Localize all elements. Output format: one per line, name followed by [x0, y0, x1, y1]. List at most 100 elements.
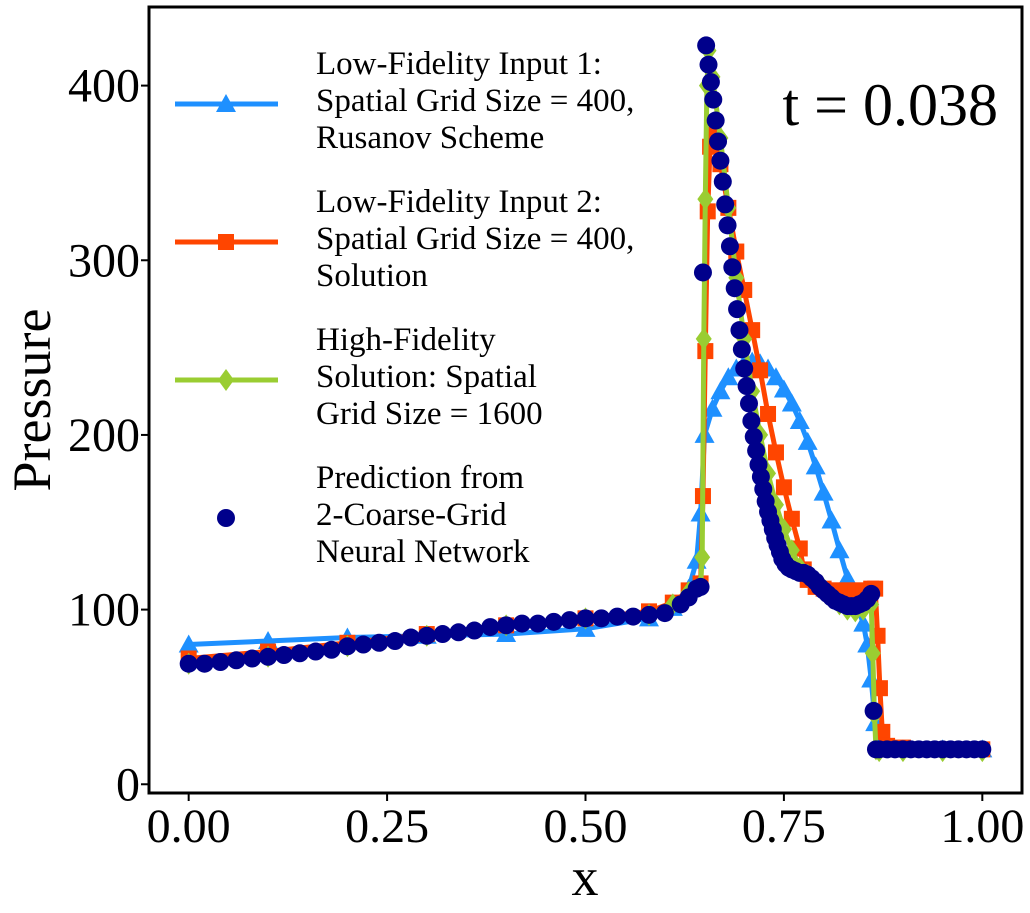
- series-4-point: [730, 321, 749, 340]
- series-4-point: [732, 340, 751, 359]
- series-4-point: [497, 616, 516, 635]
- legend-swatch-marker: [217, 509, 235, 527]
- series-4-point: [742, 411, 761, 430]
- series-4-point: [747, 441, 766, 460]
- series-1: [178, 351, 993, 758]
- series-1-point: [702, 398, 723, 417]
- legend-label: Spatial Grid Size = 400,: [316, 83, 634, 119]
- series-4-point: [608, 607, 627, 626]
- series-3-point: [697, 188, 714, 211]
- series-4-point: [624, 607, 643, 626]
- series-1-point: [710, 381, 731, 400]
- series-4-point: [864, 701, 883, 720]
- x-tick-label: 0.00: [147, 800, 231, 853]
- series-4-point: [713, 172, 732, 191]
- series-4-point: [227, 651, 246, 670]
- y-tick-label: 100: [68, 584, 140, 637]
- series-4-point: [739, 394, 758, 413]
- series-4-point: [259, 647, 278, 666]
- series-4-point: [401, 628, 420, 647]
- series-4-point: [973, 740, 992, 759]
- y-tick-label: 300: [68, 234, 140, 287]
- series-4-point: [322, 640, 341, 659]
- series-4-point: [179, 654, 198, 673]
- series-3-point: [864, 642, 881, 665]
- legend-label: Spatial Grid Size = 400,: [316, 221, 634, 257]
- series-4-point: [513, 614, 532, 633]
- series-1-point: [773, 379, 794, 398]
- series-4-point: [449, 623, 468, 642]
- series-4-point: [728, 300, 747, 319]
- y-tick-label: 400: [68, 60, 140, 113]
- series-1-point: [781, 393, 802, 412]
- series-4-point: [386, 632, 405, 651]
- x-axis-ticks: 0.00 0.25 0.50 0.75 1.00: [147, 793, 1024, 853]
- y-axis-ticks: 0 100 200 300 400: [68, 60, 149, 811]
- series-1-point: [829, 540, 850, 559]
- series-3-point: [694, 546, 711, 569]
- series-1-point: [853, 613, 874, 632]
- series-4-point: [737, 377, 756, 396]
- series-1-line: [188, 359, 983, 752]
- series-2-point: [874, 723, 891, 740]
- series-4-point: [704, 90, 723, 109]
- series-3-point: [695, 327, 712, 350]
- series-4-point: [338, 637, 357, 656]
- legend-label: Solution: [316, 258, 428, 294]
- series-4-point: [706, 111, 725, 130]
- y-tick-label: 200: [68, 409, 140, 462]
- series-4-point: [544, 612, 563, 631]
- series-4-point: [693, 263, 712, 282]
- series-4-point: [709, 132, 728, 151]
- series-1-point: [789, 410, 810, 429]
- series-1-point: [837, 568, 858, 587]
- series-4-point: [290, 644, 309, 663]
- series-4-point: [306, 642, 325, 661]
- series-4-point: [481, 618, 500, 637]
- x-axis-label: x: [572, 847, 599, 907]
- series-4-point: [718, 216, 737, 235]
- series-4-point: [744, 427, 763, 446]
- series-layer: [178, 36, 993, 763]
- series-4-point: [433, 625, 452, 644]
- series-4-point: [735, 359, 754, 378]
- x-tick-label: 1.00: [940, 800, 1024, 853]
- time-annotation: t = 0.038: [782, 72, 998, 138]
- series-4-point: [417, 626, 436, 645]
- legend-entry-2: Low-Fidelity Input 2:Spatial Grid Size =…: [175, 184, 634, 294]
- series-2-point: [783, 510, 800, 527]
- legend-label: Prediction from: [316, 460, 524, 496]
- legend-label: Rusanov Scheme: [316, 120, 544, 156]
- series-4-point: [243, 649, 262, 668]
- series-4-point: [639, 605, 658, 624]
- series-4-point: [691, 577, 710, 596]
- series-4-point: [699, 55, 718, 74]
- series-4-point: [655, 604, 674, 623]
- series-1-point: [765, 367, 786, 386]
- legend-label: High-Fidelity: [316, 322, 496, 358]
- series-4-point: [195, 654, 214, 673]
- y-tick-label: 0: [116, 758, 140, 811]
- series-2-point: [767, 444, 784, 461]
- series-4-point: [592, 609, 611, 628]
- series-1-point: [805, 456, 826, 475]
- series-1-point: [813, 482, 834, 501]
- series-4-point: [725, 279, 744, 298]
- series-4-point: [576, 609, 595, 628]
- series-4-point: [274, 646, 293, 665]
- series-1-point: [821, 510, 842, 529]
- legend-swatch-marker: [216, 94, 236, 112]
- legend-swatch-marker: [218, 234, 234, 250]
- series-4-point: [211, 653, 230, 671]
- series-4: [179, 36, 992, 759]
- series-4-point: [723, 258, 742, 277]
- series-4-point: [716, 195, 735, 214]
- y-axis-label: Pressure: [2, 309, 62, 492]
- series-2-point: [752, 362, 769, 379]
- legend: Low-Fidelity Input 1:Spatial Grid Size =…: [175, 46, 634, 570]
- series-2-point: [760, 405, 777, 422]
- legend-label: Low-Fidelity Input 1:: [316, 46, 602, 82]
